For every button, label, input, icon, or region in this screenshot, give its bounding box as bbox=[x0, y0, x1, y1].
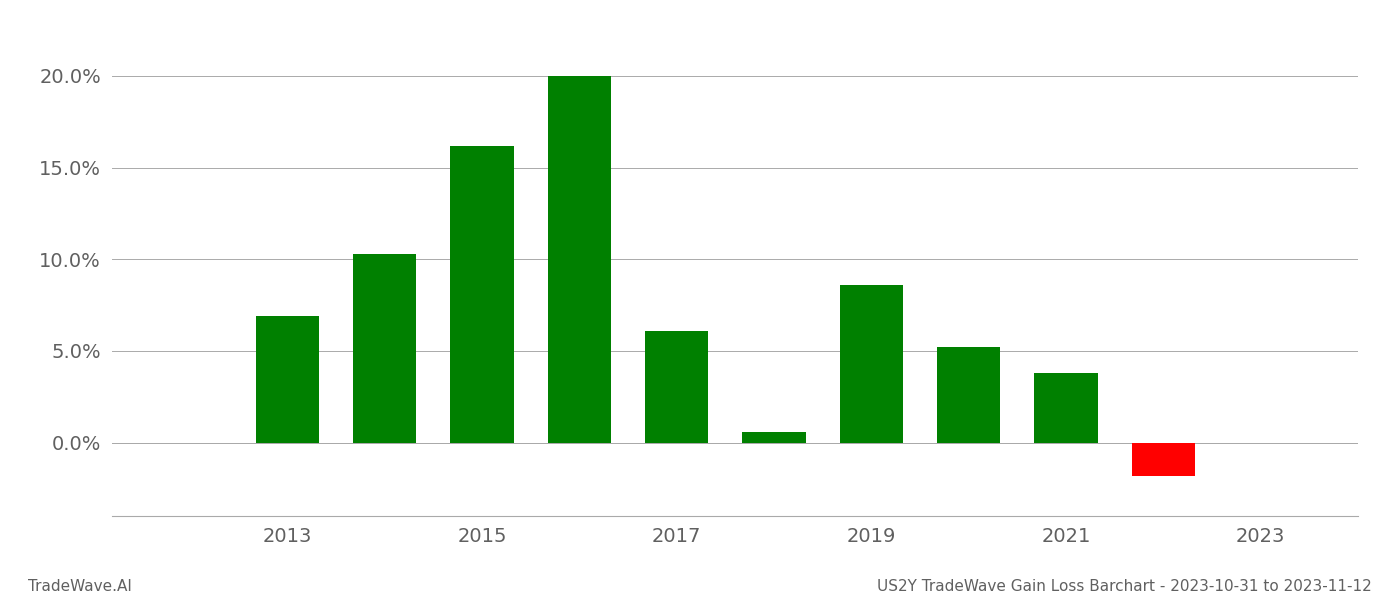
Text: US2Y TradeWave Gain Loss Barchart - 2023-10-31 to 2023-11-12: US2Y TradeWave Gain Loss Barchart - 2023… bbox=[878, 579, 1372, 594]
Bar bbox=[353, 254, 416, 443]
Bar bbox=[840, 285, 903, 443]
Bar bbox=[937, 347, 1000, 443]
Bar bbox=[645, 331, 708, 443]
Text: TradeWave.AI: TradeWave.AI bbox=[28, 579, 132, 594]
Bar bbox=[547, 76, 610, 443]
Bar bbox=[451, 146, 514, 443]
Bar bbox=[1035, 373, 1098, 443]
Bar bbox=[742, 431, 805, 443]
Bar bbox=[256, 316, 319, 443]
Bar bbox=[1131, 443, 1196, 476]
